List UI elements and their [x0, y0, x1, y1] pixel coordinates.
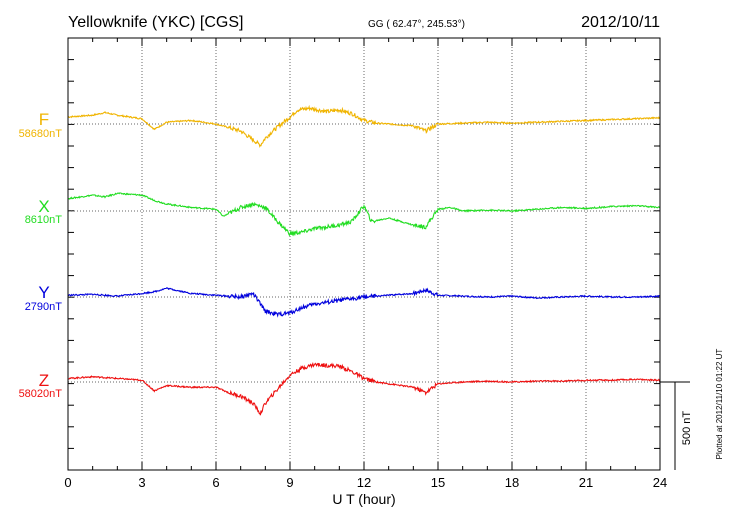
- x-tick-label: 18: [505, 475, 519, 490]
- x-tick-label: 6: [212, 475, 219, 490]
- series-baseline-x: 8610nT: [25, 214, 63, 226]
- series-baseline-y: 2790nT: [25, 301, 63, 313]
- station-coordinates: GG ( 62.47°, 245.53°): [368, 19, 465, 30]
- series-line-f: [67, 104, 661, 148]
- series-name-f: F: [39, 110, 49, 129]
- series-name-z: Z: [39, 371, 49, 390]
- series-line-y: [67, 287, 661, 318]
- scale-bar: 500 nT: [660, 381, 693, 470]
- series-baseline-z: 58020nT: [19, 388, 63, 400]
- x-tick-label: 3: [138, 475, 145, 490]
- series-layer: [67, 104, 661, 416]
- series-line-z: [67, 362, 661, 416]
- x-tick-label: 12: [357, 475, 371, 490]
- series-name-x: X: [38, 197, 49, 216]
- station-title: Yellowknife (YKC) [CGS]: [68, 14, 243, 31]
- plotted-at-note: Plotted at 2012/11/10 01:22 UT: [715, 349, 724, 460]
- series-baseline-f: 58680nT: [19, 128, 63, 140]
- axis-ticks: 0 3 6 9 12 15 18 21 24: [64, 37, 667, 490]
- plot-date: 2012/10/11: [581, 14, 660, 31]
- x-tick-label: 15: [431, 475, 445, 490]
- x-axis-label: U T (hour): [332, 491, 395, 507]
- x-tick-label: 21: [579, 475, 593, 490]
- plot-frame: [67, 37, 661, 471]
- series-line-x: [67, 192, 661, 237]
- scale-bar-label: 500 nT: [681, 411, 693, 446]
- x-tick-label: 9: [286, 475, 293, 490]
- chart-grid: [141, 38, 587, 470]
- x-tick-label: 24: [653, 475, 667, 490]
- x-tick-label: 0: [64, 475, 71, 490]
- series-name-y: Y: [38, 283, 49, 302]
